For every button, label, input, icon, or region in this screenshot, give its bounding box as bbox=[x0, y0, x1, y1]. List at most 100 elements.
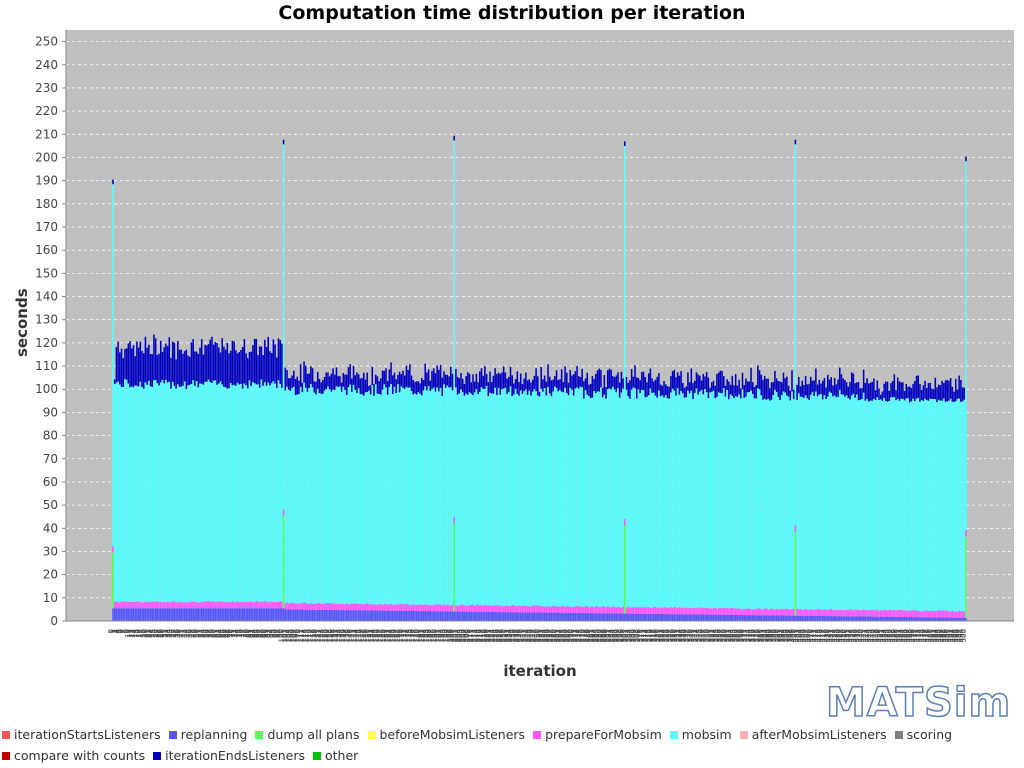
bar-segment-prepareForMobsim bbox=[644, 607, 647, 614]
bar-iteration-169 bbox=[400, 374, 403, 621]
bar-segment-replanning bbox=[595, 613, 597, 621]
x-axis-label: iteration bbox=[503, 662, 577, 680]
bar-segment-mobsim bbox=[479, 391, 481, 606]
x-tick-label: 142 bbox=[349, 629, 357, 642]
bar-iteration-241 bbox=[523, 378, 525, 621]
bar-segment-mobsim bbox=[675, 395, 677, 608]
bar-segment-replanning bbox=[547, 612, 549, 621]
bar-iteration-348 bbox=[705, 372, 708, 621]
bar-segment-prepareForMobsim bbox=[255, 601, 258, 609]
bar-segment-replanning bbox=[642, 613, 645, 621]
bar-iteration-197 bbox=[448, 376, 450, 621]
bar-segment-replanning bbox=[692, 614, 694, 621]
bar-segment-iterationEndsListeners bbox=[900, 382, 902, 399]
x-tick-label: 61 bbox=[211, 629, 219, 638]
bar-iteration-316 bbox=[651, 378, 653, 621]
bar-iteration-167 bbox=[397, 374, 399, 621]
bar-segment-iterationEndsListeners bbox=[301, 382, 304, 393]
bar-segment-iterationEndsListeners bbox=[811, 380, 814, 392]
bar-segment-iterationEndsListeners bbox=[775, 378, 778, 392]
bar-segment-replanning bbox=[770, 615, 773, 621]
bar-segment-prepareForMobsim bbox=[482, 605, 484, 612]
bar-segment-replanning bbox=[146, 608, 148, 621]
bar-segment-prepareForMobsim bbox=[528, 606, 531, 613]
bar-segment-replanning bbox=[421, 611, 423, 621]
bar-segment-replanning bbox=[444, 611, 447, 621]
bar-segment-iterationEndsListeners bbox=[241, 347, 244, 389]
bar-segment-replanning bbox=[794, 615, 797, 621]
bar-segment-replanning bbox=[566, 612, 568, 621]
bar-segment-iterationEndsListeners bbox=[722, 376, 725, 389]
bar-segment-prepareForMobsim bbox=[352, 603, 355, 611]
bar-segment-replanning bbox=[835, 616, 838, 621]
legend-label: mobsim bbox=[681, 727, 732, 742]
bar-iteration-101 bbox=[284, 367, 287, 621]
bar-segment-prepareForMobsim bbox=[344, 604, 346, 611]
bar-segment-replanning bbox=[160, 608, 162, 621]
legend-item-iterationEndsListeners: iterationEndsListeners bbox=[153, 748, 305, 763]
bar-segment-mobsim bbox=[364, 392, 367, 604]
bar-segment-iterationEndsListeners bbox=[678, 375, 681, 395]
bar-segment-prepareForMobsim bbox=[345, 603, 348, 611]
bar-iteration-145 bbox=[359, 378, 362, 621]
bar-segment-iterationEndsListeners bbox=[366, 372, 368, 392]
bar-iteration-10 bbox=[129, 341, 131, 621]
bar-segment-prepareForMobsim bbox=[351, 603, 353, 611]
bar-segment-mobsim bbox=[489, 392, 491, 606]
bar-segment-iterationEndsListeners bbox=[368, 385, 370, 391]
bar-segment-replanning bbox=[748, 615, 751, 621]
bar-segment-iterationEndsListeners bbox=[195, 351, 198, 381]
bar-segment-replanning bbox=[134, 608, 136, 621]
bar-segment-mobsim bbox=[746, 392, 749, 609]
x-tick-label: 404 bbox=[796, 628, 804, 642]
bar-iteration-421 bbox=[830, 377, 832, 621]
x-tick-label: 364 bbox=[728, 628, 736, 642]
bar-segment-iterationEndsListeners bbox=[354, 375, 357, 390]
bar-iteration-242 bbox=[525, 372, 527, 621]
x-tick-label: 486 bbox=[936, 628, 944, 642]
x-tick-label: 400 bbox=[789, 629, 797, 642]
bar-segment-mobsim bbox=[277, 380, 280, 602]
bar-segment-iterationEndsListeners bbox=[695, 372, 698, 389]
bar-segment-replanning bbox=[760, 615, 763, 621]
bar-segment-iterationEndsListeners bbox=[791, 370, 793, 392]
x-tick-label: 473 bbox=[914, 629, 922, 642]
bar-segment-iterationEndsListeners bbox=[158, 353, 160, 386]
bar-iteration-262 bbox=[559, 379, 561, 621]
bar-segment-prepareForMobsim bbox=[842, 610, 844, 617]
bar-iteration-191 bbox=[438, 369, 440, 621]
x-tick-label: 323 bbox=[658, 629, 666, 642]
bar-segment-prepareForMobsim bbox=[235, 602, 237, 609]
x-tick-label: 347 bbox=[699, 629, 707, 642]
y-tick-label: 30 bbox=[43, 544, 58, 558]
bar-segment-replanning bbox=[130, 608, 133, 621]
legend-label: iterationStartsListeners bbox=[14, 727, 161, 742]
x-tick-label: 175 bbox=[406, 629, 414, 642]
bar-segment-iterationEndsListeners bbox=[141, 350, 143, 387]
bar-segment-iterationEndsListeners bbox=[142, 353, 145, 389]
bar-iteration-367 bbox=[738, 379, 740, 621]
bar-segment-replanning bbox=[699, 614, 701, 621]
bar-segment-replanning bbox=[717, 614, 720, 621]
bar-iteration-64 bbox=[221, 338, 223, 621]
bar-segment-replanning bbox=[216, 608, 218, 621]
bar-segment-prepareForMobsim bbox=[219, 601, 222, 609]
bar-segment-prepareForMobsim bbox=[820, 609, 822, 616]
bar-segment-prepareForMobsim bbox=[294, 603, 297, 610]
y-tick-label: 240 bbox=[35, 58, 58, 72]
bar-segment-prepareForMobsim bbox=[796, 608, 798, 616]
bar-segment-prepareForMobsim bbox=[919, 611, 921, 618]
bar-segment-mobsim bbox=[634, 388, 636, 608]
bar-segment-mobsim bbox=[951, 401, 954, 611]
bar-segment-mobsim bbox=[914, 401, 916, 611]
x-tick-label: 67 bbox=[221, 629, 229, 638]
x-tick-label: 362 bbox=[725, 629, 733, 642]
bar-segment-iterationEndsListeners bbox=[925, 387, 928, 401]
bar-segment-iterationEndsListeners bbox=[658, 373, 660, 391]
bar-iteration-186 bbox=[429, 380, 432, 621]
x-tick-label: 268 bbox=[564, 629, 572, 642]
bar-iteration-14 bbox=[136, 341, 138, 621]
bar-segment-replanning bbox=[538, 612, 541, 621]
bar-segment-replanning bbox=[886, 616, 889, 621]
bar-segment-iterationEndsListeners bbox=[485, 373, 488, 386]
